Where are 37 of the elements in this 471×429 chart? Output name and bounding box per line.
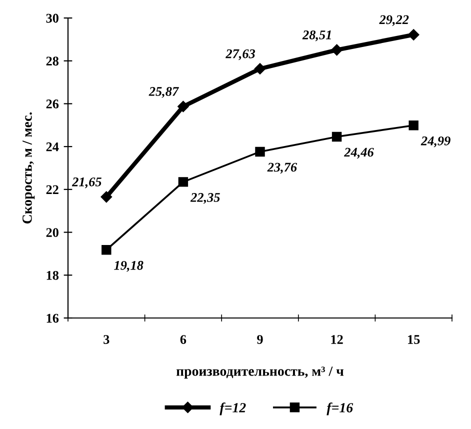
point xyxy=(178,177,188,187)
data-label: 28,51 xyxy=(302,30,331,42)
y-tick-label: 26 xyxy=(46,100,59,108)
point xyxy=(408,120,418,130)
point xyxy=(254,63,266,74)
data-label: 29,22 xyxy=(379,15,409,26)
data-label: 25,87 xyxy=(148,87,180,98)
y-tick-label: 20 xyxy=(46,228,58,237)
point xyxy=(178,100,189,112)
y-tick-label: 28 xyxy=(46,56,59,66)
point xyxy=(408,29,420,40)
x-tick-label: 3 xyxy=(104,335,110,344)
point xyxy=(332,132,342,142)
point xyxy=(100,191,112,203)
y-axis-title: Скорость, м / мес. xyxy=(22,112,35,224)
data-label: 23,76 xyxy=(267,162,298,174)
y-tick-label: 30 xyxy=(46,14,58,23)
data-label: 21,65 xyxy=(72,177,102,188)
x-axis-title: производительность, м³ / ч xyxy=(176,366,344,379)
y-tick-label: 24 xyxy=(46,142,59,152)
point xyxy=(102,244,112,255)
x-tick-label: 9 xyxy=(257,335,263,344)
legend-label: f=12 xyxy=(220,402,246,416)
data-label: 24,99 xyxy=(420,136,450,148)
legend-label: f=16 xyxy=(326,402,354,416)
x-tick-label: 6 xyxy=(180,335,186,344)
data-label: 22,35 xyxy=(190,193,220,204)
point xyxy=(331,44,342,56)
data-label: 19,18 xyxy=(114,260,144,272)
y-tick-label: 18 xyxy=(46,270,59,280)
y-tick-label: 22 xyxy=(46,185,58,194)
x-tick-label: 15 xyxy=(408,335,420,344)
point xyxy=(255,146,265,157)
data-label: 24,46 xyxy=(344,148,374,159)
x-tick-label: 12 xyxy=(331,335,343,344)
y-tick-label: 16 xyxy=(46,314,59,323)
data-label: 27,63 xyxy=(226,49,256,60)
